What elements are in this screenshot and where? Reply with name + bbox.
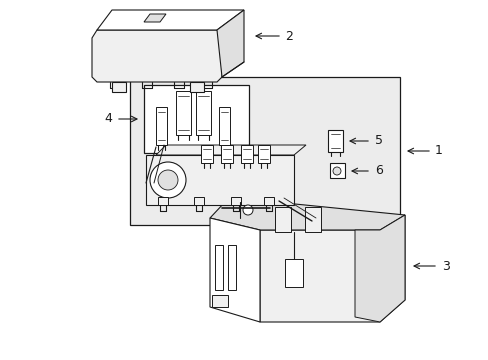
Polygon shape xyxy=(143,14,165,22)
Bar xyxy=(285,259,303,287)
Bar xyxy=(329,163,345,178)
Bar xyxy=(241,145,252,163)
Polygon shape xyxy=(209,218,260,322)
Polygon shape xyxy=(146,155,293,205)
Text: 1: 1 xyxy=(434,144,442,157)
Bar xyxy=(190,82,203,92)
Polygon shape xyxy=(209,202,404,230)
Bar xyxy=(227,245,236,290)
Bar xyxy=(212,295,227,307)
Polygon shape xyxy=(327,130,342,152)
Polygon shape xyxy=(92,30,222,82)
Bar xyxy=(230,197,241,205)
Circle shape xyxy=(332,167,340,175)
Polygon shape xyxy=(260,215,404,322)
Text: 6: 6 xyxy=(374,165,382,177)
Text: 2: 2 xyxy=(285,30,292,42)
Text: 4: 4 xyxy=(104,112,112,126)
Bar xyxy=(143,85,248,153)
Text: 5: 5 xyxy=(374,135,382,148)
Bar xyxy=(194,197,203,205)
Bar xyxy=(215,245,223,290)
Bar xyxy=(305,207,320,232)
Polygon shape xyxy=(156,145,305,155)
Bar xyxy=(221,145,232,163)
Circle shape xyxy=(158,170,178,190)
Text: 3: 3 xyxy=(441,260,449,273)
Bar xyxy=(201,145,213,163)
Polygon shape xyxy=(97,10,244,30)
Bar xyxy=(274,207,290,232)
Polygon shape xyxy=(354,215,404,322)
Circle shape xyxy=(150,162,185,198)
Bar xyxy=(264,197,273,205)
Polygon shape xyxy=(176,91,191,135)
Circle shape xyxy=(243,205,252,215)
Bar xyxy=(258,145,269,163)
Polygon shape xyxy=(219,107,229,145)
Bar xyxy=(130,77,399,225)
Polygon shape xyxy=(196,91,210,135)
Polygon shape xyxy=(217,10,244,77)
Bar xyxy=(112,82,126,92)
Polygon shape xyxy=(156,107,167,145)
Bar xyxy=(158,197,168,205)
